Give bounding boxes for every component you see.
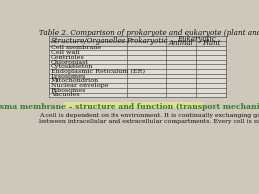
Text: Animal: Animal [169,39,193,47]
Bar [63,102,203,108]
Text: Lysosomes: Lysosomes [51,74,86,79]
Bar [49,36,226,46]
Text: Mitochondrion: Mitochondrion [51,78,99,83]
Text: Prokaryotic: Prokaryotic [126,37,167,45]
Text: between intracellular and extracellular compartments. Every cell is surrounded b: between intracellular and extracellular … [39,119,259,124]
Text: Eukaryotic: Eukaryotic [177,35,215,43]
Text: Cell membrane: Cell membrane [51,45,101,50]
Bar [49,36,226,97]
Text: Vacuoles: Vacuoles [51,92,80,97]
Text: Plasma membrane – structure and function (transport mechanisms): Plasma membrane – structure and function… [0,103,259,111]
Text: Table 2. Comparison of prokaryote and eukaryote (plant and animal) cell composit: Table 2. Comparison of prokaryote and eu… [39,29,259,37]
Text: Centrioles: Centrioles [51,55,85,60]
Text: Plant: Plant [202,39,220,47]
Text: Nuclear envelope: Nuclear envelope [51,83,109,88]
Text: Cytoskeleton: Cytoskeleton [51,64,93,69]
Text: Structure/Organelles: Structure/Organelles [51,37,126,45]
Text: Chloroplast: Chloroplast [51,60,89,65]
Text: A cell is dependent on its environment. It is continually exchanging gases, nutr: A cell is dependent on its environment. … [39,113,259,118]
Text: Ribosomes: Ribosomes [51,88,86,93]
Text: Endoplasmic Reticulum (ER): Endoplasmic Reticulum (ER) [51,69,145,74]
Text: Cell wall: Cell wall [51,50,80,55]
